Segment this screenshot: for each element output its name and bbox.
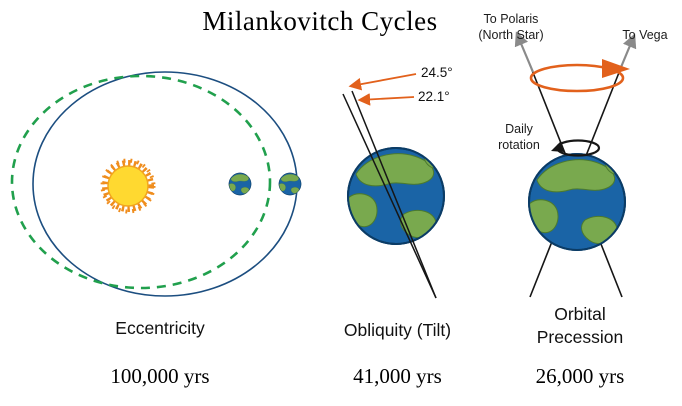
- obliquity-angle-min-label: 22.1°: [418, 89, 450, 104]
- to-polaris-label: To Polaris (North Star): [478, 12, 544, 42]
- axis-line-24deg: [342, 93, 437, 299]
- to-polaris-arrow: [514, 31, 535, 73]
- obliquity-period: 41,000 yrs: [353, 364, 442, 388]
- to-vega-label: To Vega: [622, 28, 668, 42]
- sun-icon: [100, 158, 156, 214]
- axis-line-22deg: [351, 90, 437, 299]
- earth-icon-inner-orbit: [229, 173, 251, 195]
- precession-circle-arrow: [529, 63, 625, 93]
- obliquity-angle-max-label: 24.5°: [421, 65, 453, 80]
- orbit-high-eccentricity-dashed: [10, 74, 272, 290]
- eccentricity-label: Eccentricity: [115, 318, 205, 338]
- precession-arrowhead-icon: [602, 59, 630, 78]
- orbit-low-eccentricity: [32, 71, 298, 297]
- eccentricity-period: 100,000 yrs: [110, 364, 210, 388]
- precession-panel: [514, 31, 637, 298]
- daily-rotation-arrowhead-icon: [551, 141, 564, 152]
- obliquity-label: Obliquity (Tilt): [343, 320, 452, 340]
- angle-arrow-24: [348, 73, 417, 91]
- precession-label: Orbital Precession: [536, 304, 624, 347]
- daily-rotation-label: Daily rotation: [498, 122, 540, 152]
- earth-icon-outer-orbit: [279, 173, 301, 195]
- earth-icon-precession: [528, 154, 625, 250]
- eccentricity-panel: [10, 71, 301, 297]
- obliquity-panel: [342, 73, 444, 299]
- angle-arrow-22: [357, 93, 415, 106]
- diagram-title: Milankovitch Cycles: [202, 6, 438, 36]
- precession-period: 26,000 yrs: [535, 364, 625, 388]
